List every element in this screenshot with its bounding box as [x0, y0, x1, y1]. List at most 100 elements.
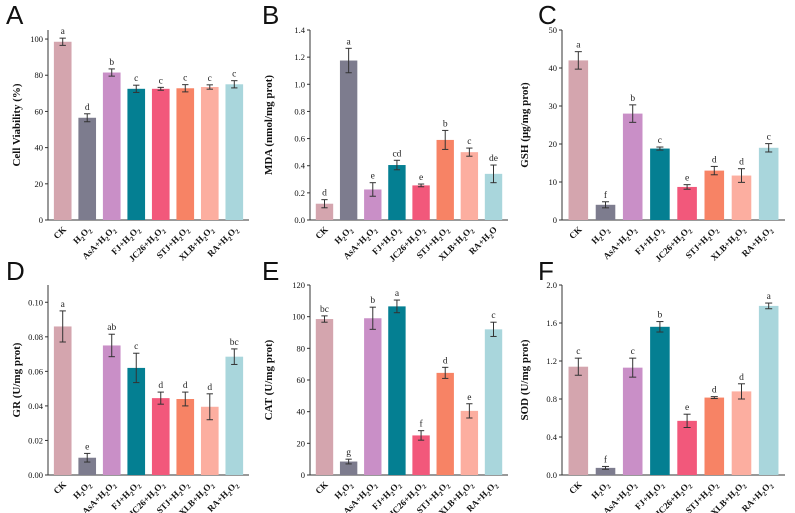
- significance-letter: a: [395, 289, 400, 299]
- y-tick-label: 100: [30, 34, 43, 44]
- y-tick-label: 0.10: [28, 297, 43, 307]
- significance-letter: d: [443, 356, 448, 366]
- bar: [225, 356, 244, 475]
- y-tick-label: 1.2: [546, 356, 557, 366]
- y-tick-label: 0.6: [294, 134, 305, 144]
- bar: [127, 88, 146, 220]
- significance-letter: d: [183, 381, 188, 391]
- y-axis-title: MDA (nmol/mg prot): [263, 75, 275, 175]
- significance-letter: b: [658, 311, 663, 321]
- panel-letter: C: [538, 0, 557, 30]
- significance-letter: de: [489, 154, 498, 164]
- bar: [436, 372, 454, 475]
- y-axis-title: GR (U/mg prot): [11, 342, 23, 417]
- y-tick-label: 60: [297, 375, 306, 385]
- y-tick-label: 0.08: [28, 332, 43, 342]
- bar: [412, 185, 430, 220]
- category-label: CK: [52, 224, 69, 241]
- bar: [364, 318, 382, 475]
- significance-letter: f: [604, 190, 608, 201]
- panel-letter: D: [6, 256, 25, 286]
- y-tick-label: 40: [35, 143, 44, 153]
- y-tick-label: 0.8: [546, 394, 557, 404]
- y-tick-label: 50: [549, 25, 558, 35]
- category-label: H2O2: [71, 479, 94, 502]
- y-tick-label: 0.4: [294, 161, 305, 171]
- bar: [595, 467, 616, 475]
- significance-letter: e: [685, 403, 689, 413]
- significance-letter: f: [419, 419, 423, 430]
- bar: [151, 88, 170, 220]
- bar: [731, 175, 752, 220]
- category-label: H2O2: [332, 224, 355, 247]
- y-axis-title: CAT (U/mg prot): [263, 339, 275, 420]
- y-tick-label: 60: [35, 106, 44, 116]
- bar: [568, 60, 589, 221]
- bar: [460, 152, 479, 220]
- category-label: AsA+H2O2: [601, 479, 640, 513]
- significance-letter: a: [61, 27, 66, 37]
- significance-letter: c: [576, 347, 580, 357]
- bar: [731, 391, 752, 475]
- bar: [78, 457, 97, 475]
- y-tick-label: 0.02: [28, 435, 43, 445]
- y-tick-label: 40: [549, 63, 558, 73]
- significance-letter: b: [370, 296, 375, 306]
- bar: [339, 60, 358, 221]
- y-tick-label: 120: [292, 280, 305, 290]
- significance-letter: a: [61, 300, 66, 310]
- significance-letter: cd: [392, 149, 401, 159]
- y-tick-label: 0.4: [546, 432, 557, 442]
- significance-letter: d: [739, 158, 744, 168]
- significance-letter: e: [371, 172, 375, 182]
- y-tick-label: 0.06: [28, 366, 43, 376]
- significance-letter: g: [346, 448, 351, 458]
- y-tick-label: 2.0: [546, 280, 557, 290]
- bar: [339, 461, 358, 475]
- bar: [568, 366, 589, 475]
- bar: [102, 72, 121, 221]
- y-tick-label: 20: [35, 179, 44, 189]
- bar: [677, 186, 697, 220]
- bar: [388, 165, 406, 220]
- significance-letter: c: [159, 76, 163, 86]
- y-axis-title: Cell Viability (%): [11, 83, 23, 166]
- y-tick-label: 100: [292, 312, 305, 322]
- y-tick-label: 10: [549, 177, 558, 187]
- significance-letter: c: [491, 311, 495, 321]
- significance-letter: d: [712, 386, 717, 396]
- y-tick-label: 1.2: [294, 52, 305, 62]
- bar: [704, 170, 725, 220]
- bar: [102, 345, 121, 475]
- category-label: FJ+H2O2: [633, 479, 667, 513]
- y-tick-label: 1.0: [294, 79, 305, 89]
- significance-letter: c: [658, 136, 662, 146]
- y-tick-label: 20: [297, 438, 306, 448]
- bar: [388, 306, 406, 475]
- significance-letter: f: [604, 454, 608, 465]
- y-tick-label: 30: [549, 101, 558, 111]
- panel-f: F SOD (U/mg prot) 0.0 0.4 0.8 1.2 1.6 2.0 c CK f H2…: [519, 256, 785, 513]
- significance-letter: ab: [107, 323, 116, 333]
- significance-letter: a: [347, 37, 352, 47]
- significance-letter: d: [712, 155, 717, 165]
- bar: [176, 88, 195, 221]
- significance-letter: d: [85, 103, 90, 113]
- bar: [650, 326, 670, 475]
- y-tick-label: 0.0: [294, 215, 305, 225]
- significance-letter: c: [767, 133, 771, 143]
- bar: [704, 397, 725, 475]
- y-tick-label: 1.6: [546, 318, 557, 328]
- panel-a: A Cell Viability (%) 0 20 40 60 80 100 a CK d H2O2 b…: [6, 0, 249, 264]
- bar: [78, 117, 97, 220]
- bar: [758, 147, 779, 220]
- category-label: CK: [567, 224, 584, 241]
- bar: [622, 367, 643, 475]
- significance-letter: d: [207, 383, 212, 393]
- bar: [225, 84, 244, 221]
- bar: [315, 319, 334, 475]
- category-label: H2O2: [332, 479, 355, 502]
- bar: [127, 367, 146, 475]
